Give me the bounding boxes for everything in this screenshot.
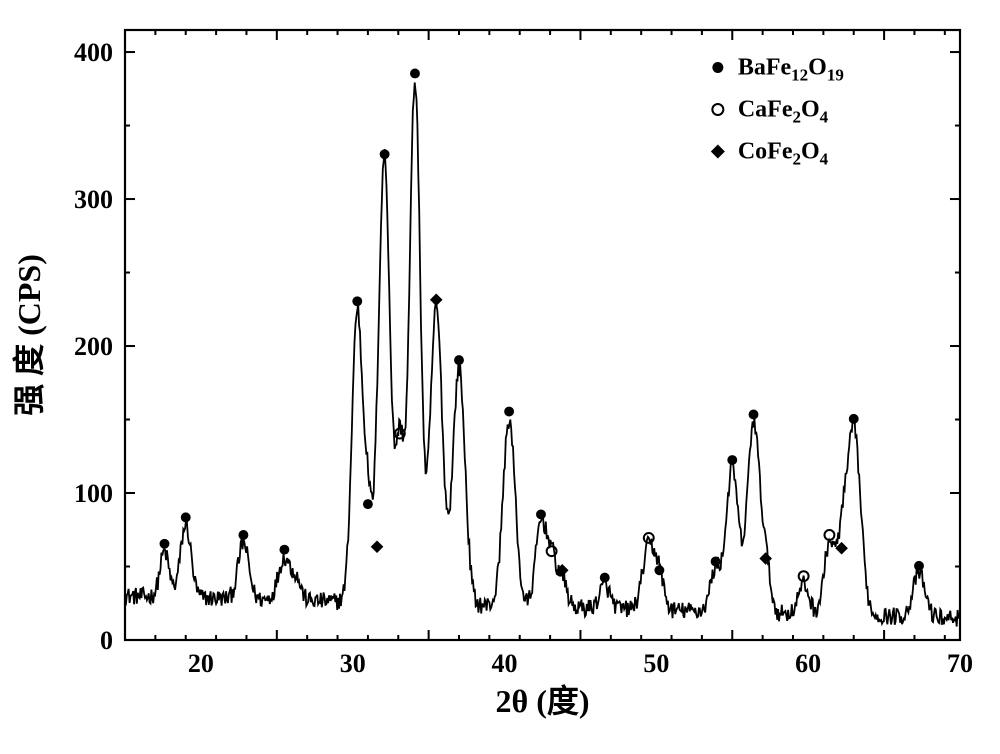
svg-text:30: 30	[340, 649, 366, 678]
svg-text:40: 40	[492, 649, 518, 678]
x-axis-label: 2θ (度)	[495, 683, 589, 719]
svg-text:70: 70	[947, 649, 973, 678]
y-axis-label: 强 度 (CPS)	[11, 254, 47, 416]
svg-text:300: 300	[74, 185, 113, 214]
svg-text:400: 400	[74, 38, 113, 67]
svg-text:60: 60	[795, 649, 821, 678]
svg-text:20: 20	[188, 649, 214, 678]
svg-text:200: 200	[74, 332, 113, 361]
svg-text:CoFe2O4: CoFe2O4	[738, 139, 829, 169]
svg-text:CaFe2O4: CaFe2O4	[738, 97, 829, 127]
xrd-chart: 20 30 40 50 60 70 0 100 200 300 400 2θ (度) 强 度 (CPS)…	[0, 0, 1000, 754]
svg-text:50: 50	[643, 649, 669, 678]
svg-text:0: 0	[100, 626, 113, 655]
svg-text:100: 100	[74, 479, 113, 508]
